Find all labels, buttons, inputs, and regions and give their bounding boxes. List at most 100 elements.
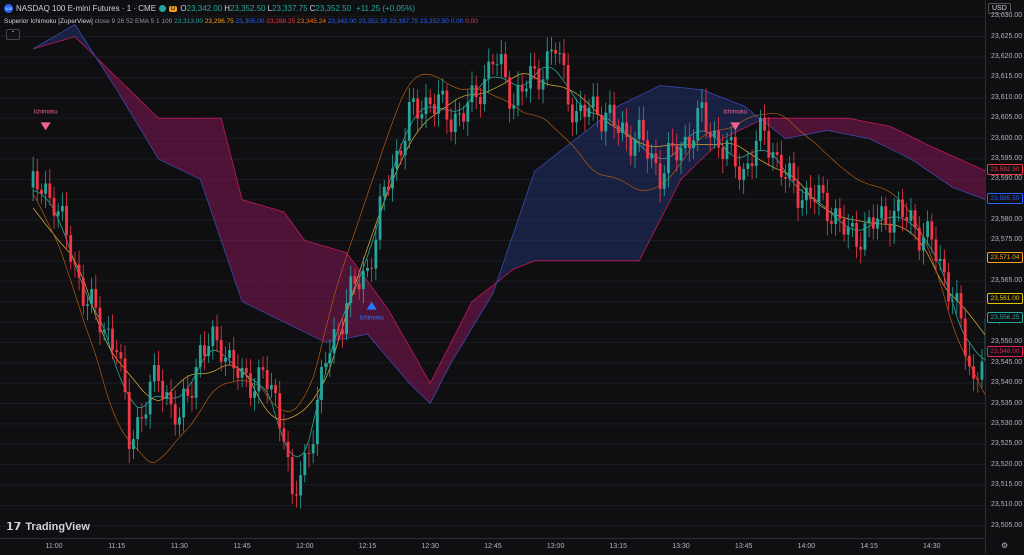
cloud-segment (213, 118, 217, 228)
indicator-params: close 9 26 52 EMA 5 1 100 (95, 18, 173, 25)
cloud-segment (255, 203, 259, 309)
cloud-segment (602, 116, 606, 261)
candle-body (53, 198, 56, 216)
candle-body (479, 97, 482, 104)
indicator-name[interactable]: Superior Ichimoku [ZuperView] (4, 18, 93, 25)
cloud-segment (898, 130, 902, 154)
candle-body (943, 259, 946, 272)
candle-body (592, 97, 595, 108)
cloud-segment (740, 104, 744, 130)
candle-body (709, 132, 712, 138)
candle-body (124, 358, 127, 392)
candle-body (211, 326, 214, 346)
cloud-segment (827, 118, 831, 131)
candle-body (450, 120, 453, 132)
candle-body (784, 177, 787, 179)
currency-selector[interactable]: USD (988, 3, 1011, 14)
candle-body (496, 64, 499, 65)
candle-body (617, 126, 620, 133)
price-tick: 23,530.00 (991, 420, 1022, 427)
candle-body (621, 123, 624, 134)
candle-body (492, 62, 495, 65)
candle-body (32, 171, 35, 187)
candle-body (955, 293, 958, 301)
cloud-segment (313, 243, 317, 338)
candle-body (132, 439, 135, 449)
candle-body (930, 221, 933, 239)
symbol-title[interactable]: NASDAQ 100 E-mini Futures · 1 · CME (16, 4, 156, 13)
cloud-segment (267, 207, 271, 316)
ohlc-value: 23,342.00 (187, 4, 223, 13)
cloud-segment (848, 118, 852, 135)
cloud-segment (648, 90, 652, 245)
cloud-segment (288, 218, 292, 326)
cloud-segment (903, 132, 907, 156)
candle-body (922, 237, 925, 250)
candle-body (224, 358, 227, 362)
change-value: +11.25 (+0.05%) (356, 4, 415, 13)
settings-gear-icon[interactable]: ⚙ (1001, 541, 1008, 550)
tradingview-logo: 𝟭𝟳 TradingView (6, 520, 90, 533)
candle-body (145, 414, 148, 418)
candle-body (475, 85, 478, 97)
price-tick: 23,515.00 (991, 481, 1022, 488)
candle-body (370, 268, 373, 269)
ohlc-label: O (180, 4, 186, 13)
cloud-segment (865, 121, 869, 138)
time-tick: 14:00 (798, 543, 816, 550)
candle-body (901, 199, 904, 217)
candle-body (466, 102, 469, 121)
price-label: 23,561.00 (987, 293, 1023, 304)
candle-body (140, 417, 143, 418)
candle-body (362, 271, 365, 289)
cloud-segment (886, 126, 890, 149)
cloud-segment (932, 147, 936, 176)
candle-body (387, 187, 390, 189)
collapse-legend-button[interactable]: ⌃ (6, 29, 20, 40)
candle-body (805, 188, 808, 201)
cloud-segment (138, 98, 142, 131)
cloud-segment (535, 168, 539, 261)
cloud-segment (179, 118, 183, 171)
cloud-segment (811, 118, 815, 133)
indicator-legend: Superior Ichimoku [ZuperView] close 9 26… (4, 18, 478, 25)
candle-body (546, 51, 549, 79)
cloud-segment (643, 92, 647, 253)
candle-body (893, 211, 896, 233)
candle-body (788, 163, 791, 179)
time-tick: 14:30 (923, 543, 941, 550)
candle-body (266, 370, 269, 389)
candle-body (918, 228, 921, 250)
candle-body (253, 391, 256, 397)
candle-body (395, 151, 398, 169)
candle-body (408, 102, 411, 141)
price-tick: 23,525.00 (991, 440, 1022, 447)
candle-body (446, 91, 449, 120)
cloud-segment (489, 285, 493, 300)
tradingview-logo-icon: 𝟭𝟳 (6, 520, 21, 533)
candle-body (182, 389, 185, 418)
candle-body (354, 276, 357, 284)
cloud-segment (915, 139, 919, 165)
candle-body (680, 148, 683, 160)
cloud-segment (919, 141, 923, 168)
cloud-segment (911, 137, 915, 162)
candle-body (115, 350, 118, 352)
candle-body (638, 120, 641, 139)
candle-body (69, 235, 72, 262)
candle-body (642, 120, 645, 140)
cloud-segment (873, 123, 877, 143)
time-tick: 12:30 (421, 543, 439, 550)
candle-body (454, 113, 457, 132)
candle-body (646, 140, 649, 158)
candle-body (199, 345, 202, 367)
candle-body (170, 392, 173, 404)
price-label: 23,571.04 (987, 252, 1023, 263)
candle-body (303, 453, 306, 475)
candle-body (688, 137, 691, 148)
candle-body (751, 163, 754, 166)
candle-body (429, 97, 432, 104)
